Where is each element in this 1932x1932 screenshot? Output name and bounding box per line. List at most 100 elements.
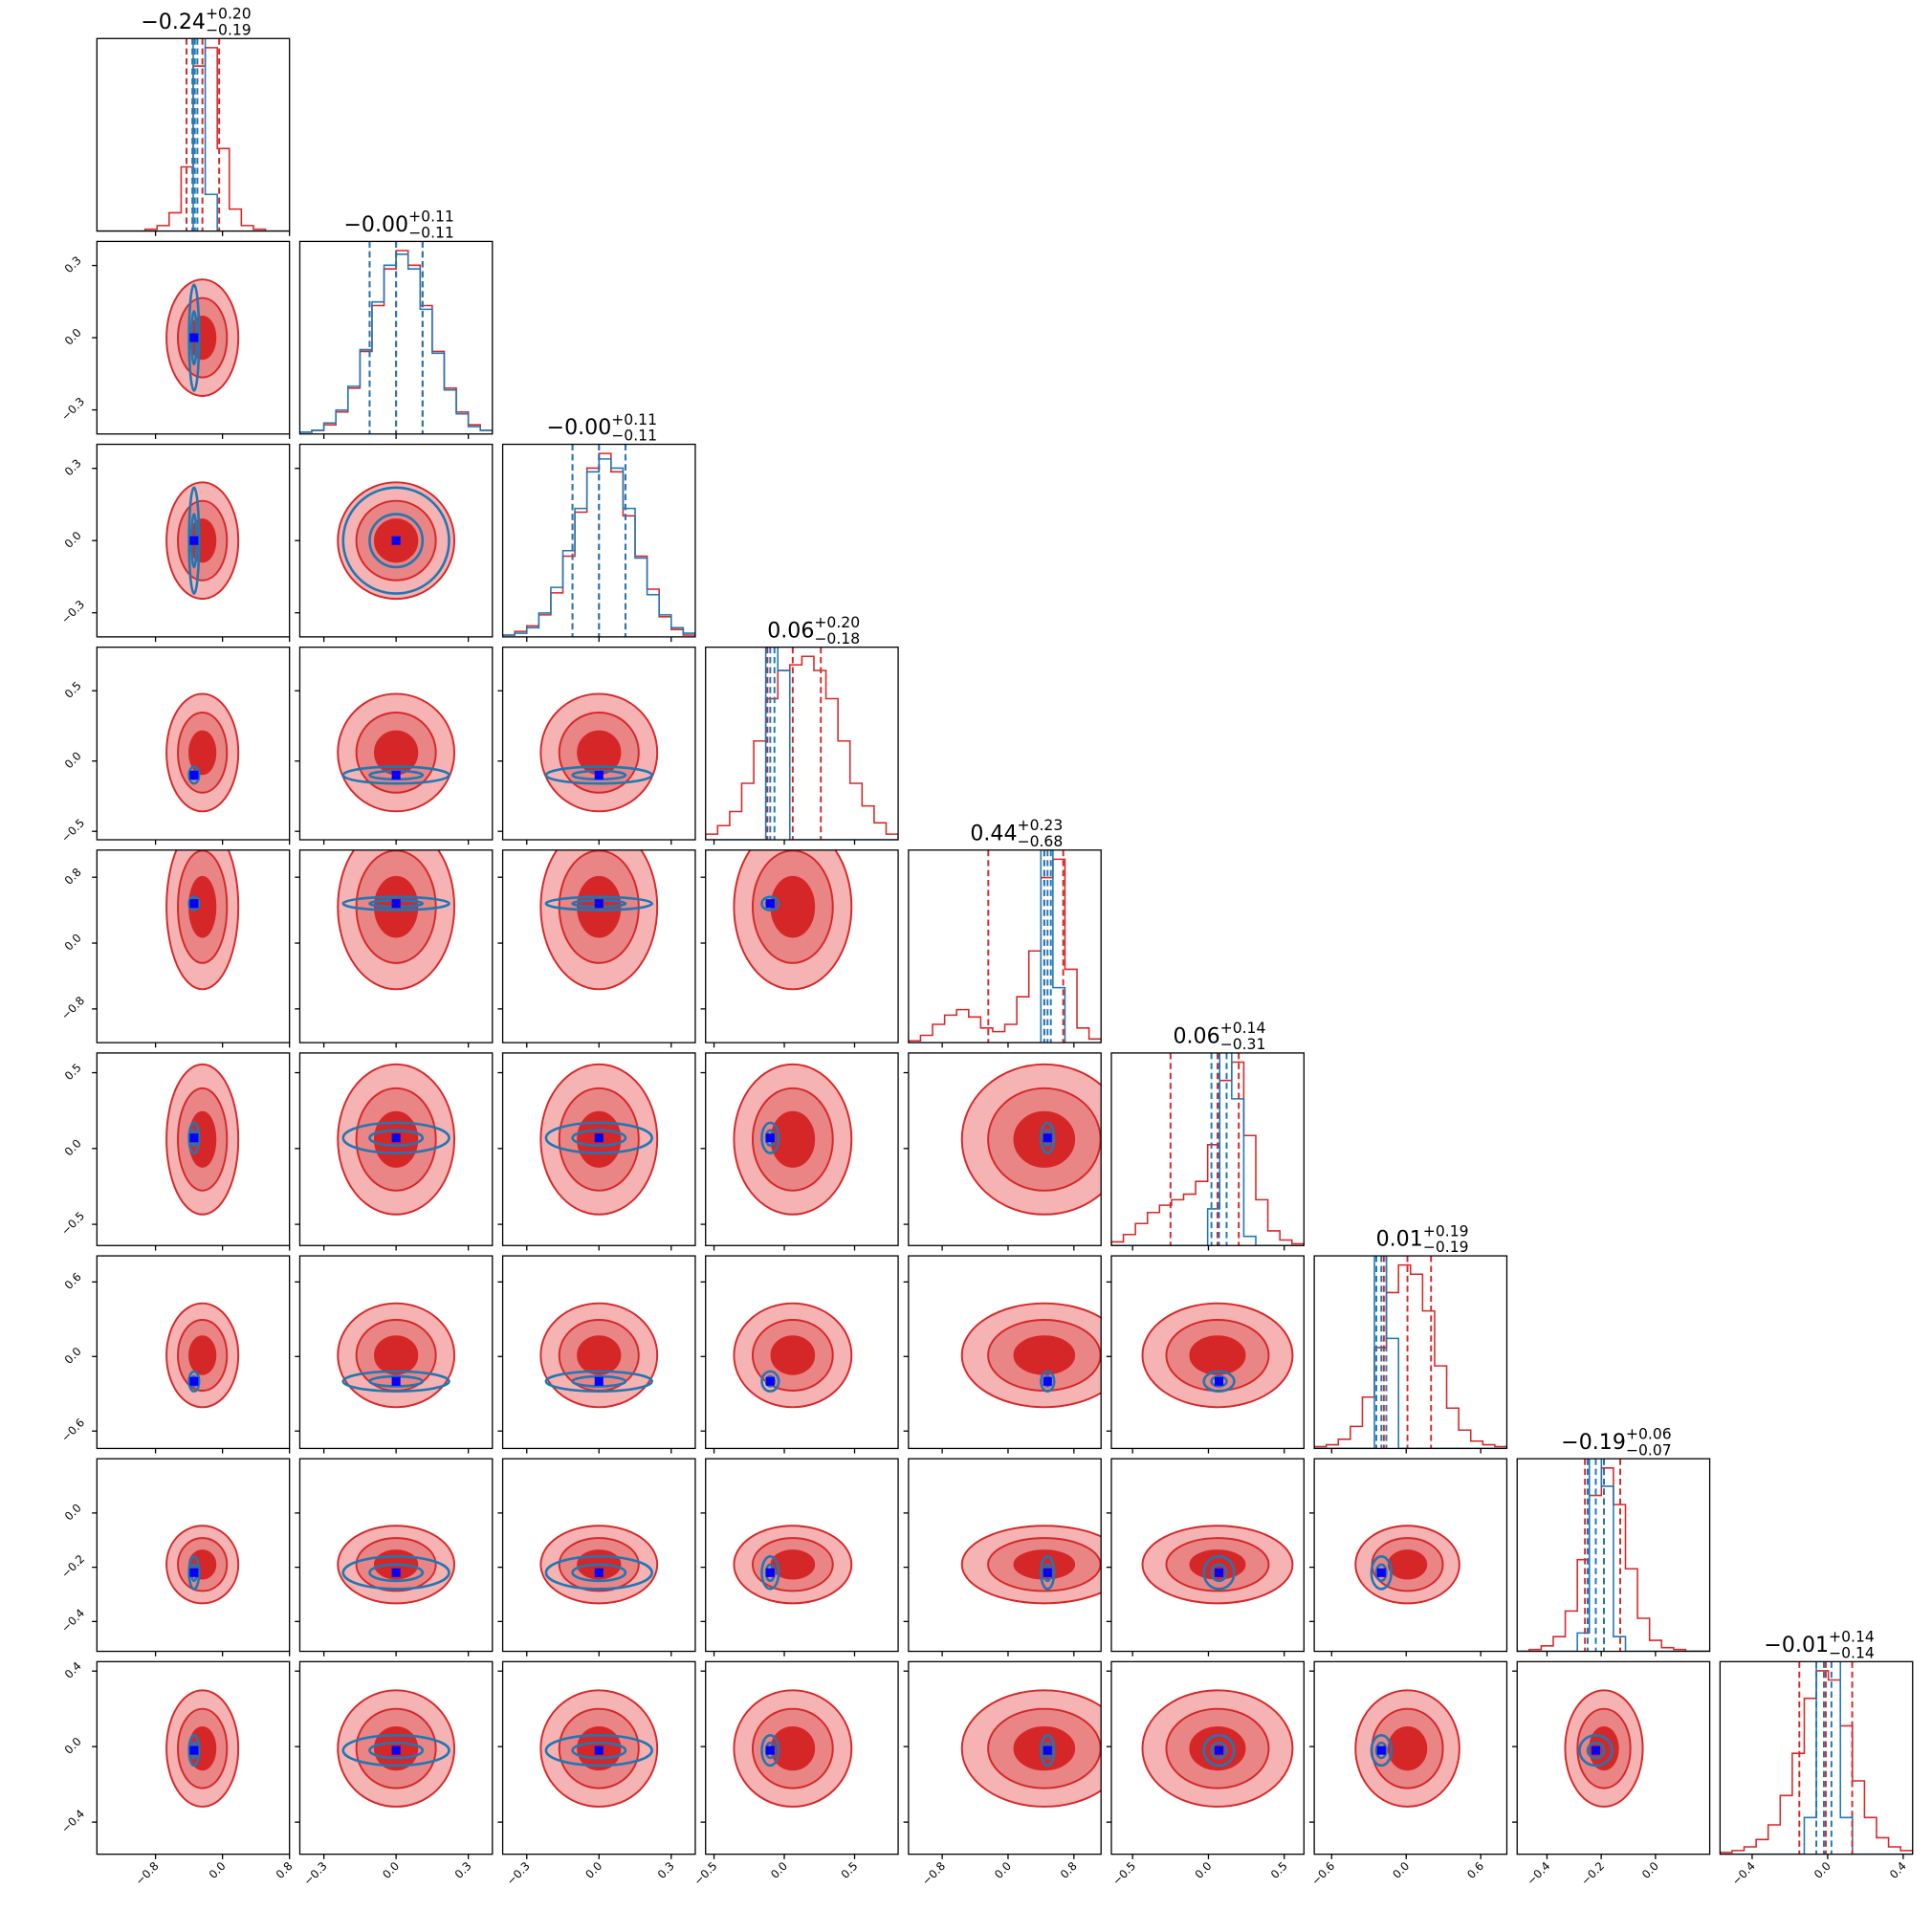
blue-contour: [760, 1734, 780, 1767]
y-tick-label: −0.5: [58, 1209, 87, 1238]
histogram: [1110, 1061, 1305, 1246]
histogram: [1314, 1263, 1507, 1449]
panel: [733, 1063, 853, 1216]
x-tick-label: 0.0: [1811, 1859, 1833, 1881]
panel-frame: [705, 849, 899, 1043]
panel: [165, 1063, 240, 1216]
panel-frame: [908, 1660, 1102, 1855]
histogram: [908, 858, 1102, 1043]
x-tick-label: −0.6: [1308, 1859, 1337, 1888]
panel-frame: [705, 1052, 899, 1246]
y-tick-label: −0.3: [58, 598, 87, 626]
truth-marker: [594, 1133, 604, 1143]
x-tick-label: −0.3: [504, 1859, 533, 1888]
y-tick-label: 0.0: [62, 932, 84, 954]
panel-frame: [96, 849, 291, 1043]
blue-contour: [368, 1374, 425, 1388]
truth-marker: [1043, 1376, 1052, 1386]
red-contour: [187, 730, 217, 776]
histogram: [1517, 1467, 1710, 1652]
x-tick-label: 0.8: [1058, 1859, 1080, 1881]
blue-contour: [368, 513, 425, 569]
truth-marker: [391, 536, 401, 545]
x-tick-label: −0.8: [133, 1859, 162, 1888]
y-tick-label: −0.2: [58, 1552, 87, 1581]
title-median: −0.00: [547, 416, 612, 440]
panel: [1314, 1256, 1507, 1449]
blue-contour: [544, 765, 653, 785]
blue-contour: [1210, 1374, 1228, 1388]
blue-contour: [187, 765, 201, 785]
x-tick-label: 0.0: [582, 1859, 604, 1881]
blue-contour: [341, 486, 450, 595]
panel: [960, 1689, 1102, 1808]
panel: [337, 1302, 456, 1409]
blue-contour: [1040, 1370, 1056, 1393]
panel: [539, 1525, 659, 1605]
title-median: 0.06: [767, 619, 814, 643]
panel: [1564, 1689, 1644, 1808]
blue-contour: [1586, 1741, 1606, 1760]
panel: [539, 849, 659, 991]
panel-frame: [908, 1458, 1102, 1653]
truth-marker: [1215, 1376, 1224, 1386]
title-plus: +0.11: [611, 411, 657, 428]
red-contour: [770, 1335, 816, 1375]
y-tick-label: 0.0: [62, 1345, 84, 1367]
title-median: −0.24: [141, 11, 206, 34]
blue-contour: [341, 895, 450, 911]
panel: [539, 1302, 659, 1409]
panel-frame: [501, 1255, 696, 1450]
panel-frame: [705, 647, 899, 841]
blue-contour: [571, 1374, 627, 1388]
truth-marker: [189, 1745, 199, 1755]
x-tick-label: −0.2: [1578, 1859, 1607, 1888]
truth-marker: [189, 899, 199, 909]
x-tick-label: 0.0: [1639, 1859, 1661, 1881]
panel: [539, 692, 659, 813]
blue-contour: [187, 1370, 201, 1393]
histogram: [299, 253, 493, 434]
title-minus: −0.19: [1423, 1239, 1469, 1256]
blue-contour: [1578, 1734, 1614, 1767]
truth-marker: [765, 1745, 775, 1755]
panel-frame: [908, 1052, 1102, 1246]
panel-frame: [1313, 1255, 1508, 1450]
y-tick-label: 0.0: [62, 529, 84, 551]
panel: [337, 1689, 456, 1808]
panel: [1110, 1052, 1305, 1246]
y-tick-label: 0.5: [62, 679, 84, 701]
x-tick-label: −0.8: [919, 1859, 948, 1888]
title-plus: +0.20: [814, 614, 860, 631]
panel: [1141, 1302, 1294, 1409]
truth-marker: [1043, 1745, 1052, 1755]
y-tick-label: 0.0: [62, 1735, 84, 1757]
red-contour: [374, 1335, 419, 1375]
blue-contour: [544, 1121, 653, 1154]
title-minus: −0.07: [1626, 1441, 1672, 1459]
panel-frame: [1719, 1660, 1914, 1855]
panel-frame: [705, 1255, 899, 1450]
x-tick-label: −0.4: [1729, 1859, 1758, 1888]
y-tick-label: −0.4: [58, 1807, 87, 1835]
truth-marker: [765, 1568, 775, 1577]
y-tick-label: −0.3: [58, 395, 87, 424]
panel-frame: [705, 1458, 899, 1653]
x-tick-label: 0.3: [655, 1859, 677, 1881]
y-tick-label: 0.0: [62, 326, 84, 348]
panel: [165, 1689, 240, 1808]
x-tick-label: 0.0: [768, 1859, 790, 1881]
panel: [165, 849, 240, 991]
x-tick-label: −0.3: [301, 1859, 330, 1888]
blue-contour: [368, 1741, 425, 1760]
blue-contour: [187, 895, 201, 911]
truth-marker: [391, 1568, 401, 1577]
title-median: 0.44: [970, 822, 1017, 845]
panel-frame: [705, 1660, 899, 1855]
title-minus: −0.11: [408, 225, 454, 242]
y-tick-label: 0.5: [62, 1061, 84, 1083]
panel: [1354, 1525, 1460, 1605]
blue-contour: [187, 1734, 201, 1767]
x-tick-label: −0.4: [1524, 1859, 1552, 1888]
title-median: 0.01: [1376, 1228, 1423, 1252]
